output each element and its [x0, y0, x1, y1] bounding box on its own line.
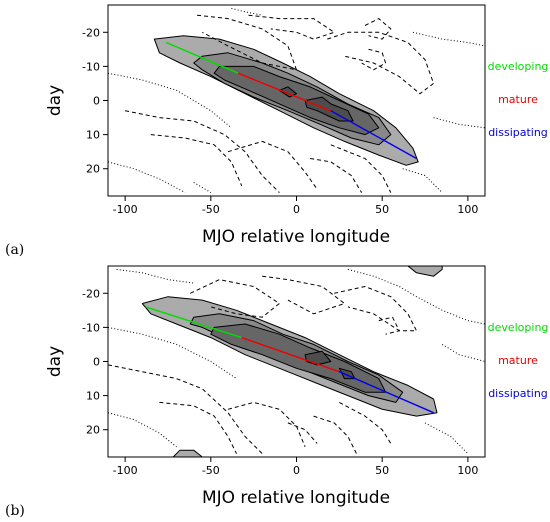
panel-a-dotted-contour-4: [433, 117, 485, 129]
panel-a-y-tick-label-20: 20: [86, 163, 100, 176]
panel-b-label: (b): [5, 503, 25, 519]
panel-a-legend: developing mature dissipating: [488, 60, 549, 139]
panel-b-legend-mature: mature: [498, 354, 538, 367]
panel-b-dashed-contour-1: [262, 275, 345, 315]
panel-a-dashed-contour-4: [364, 18, 392, 40]
panel-b-dashed-contour-5: [159, 401, 237, 454]
panel-a-dashed-contour-3: [361, 48, 387, 71]
panel-a-dotted-contour-3: [412, 31, 485, 47]
panel-b-dotted-contour-1: [108, 412, 177, 448]
panel-a-y-tick-label-10: 10: [86, 129, 100, 142]
panel-a-x-axis-label: MJO relative longitude: [202, 227, 390, 247]
panel-a-filled-contour-level-4-4: [304, 96, 354, 122]
panel-a-dashed-contour-1: [248, 14, 335, 40]
panel-b-dotted-contour-3: [347, 268, 485, 325]
panel-b-x-tick-label-0: 0: [293, 464, 300, 477]
panel-b-y-axis-label: day: [45, 346, 65, 377]
panel-a-legend-mature: mature: [498, 93, 538, 106]
panel-a-plot: [108, 7, 485, 194]
panel-a-dashed-contour-8: [310, 158, 363, 193]
panel-a-dotted-contour-1: [108, 161, 186, 194]
panel-b-y-tick-label-0: 0: [93, 356, 100, 369]
panel-b-phase-line-developing: [145, 306, 242, 339]
panel-a-phase-line-dissipating: [330, 110, 417, 160]
panel-a-dashed-contour-7: [227, 140, 318, 190]
panel-b-dashed-contour-6: [227, 401, 306, 447]
panel-a-x-tick-label-50: 50: [375, 203, 389, 216]
panel-a-legend-dissipating: dissipating: [488, 126, 548, 139]
panel-b-y-tick-label-10: 10: [86, 390, 100, 403]
panel-b-dashed-contour-4: [108, 364, 263, 454]
panel-b-plot: [108, 266, 485, 457]
panel-b-dashed-contour-2: [334, 286, 417, 332]
panel-b-filled-contour-level-1-1: [407, 266, 443, 277]
panel-a-y-axis-label: day: [45, 85, 65, 116]
panel-a-dashed-contour-2: [327, 31, 435, 95]
panel-a-dotted-contour-6: [193, 181, 212, 194]
panel-b-dashed-contour-9: [339, 401, 392, 444]
panel-b-legend-dissipating: dissipating: [488, 387, 548, 400]
panel-a-dashed-contour-9: [330, 144, 392, 193]
panel-b-filled-contour-level-1-2: [172, 449, 203, 457]
panel-a-phase-line-developing: [166, 41, 239, 74]
panel-a-x-tick-label--100: -100: [113, 203, 138, 216]
panel-a-dashed-contour-5: [125, 110, 280, 193]
panel-b-phase-line-dissipating: [339, 371, 434, 414]
panel-a-phase-line-mature: [237, 72, 332, 112]
panel-a-y-tick-label-0: 0: [93, 95, 100, 108]
panel-a-dotted-contour-5: [402, 168, 443, 193]
panel-b-y-tick-label-20: 20: [86, 424, 100, 437]
panel-a-x-tick-label-100: 100: [457, 203, 478, 216]
panel-b-dashed-contour-3: [378, 316, 400, 335]
panel-b-dotted-contour-0: [108, 326, 237, 380]
panel-a-x-tick-label-0: 0: [293, 203, 300, 216]
panel-b-dashed-contour-8: [313, 415, 357, 454]
panel-b-legend-developing: developing: [488, 321, 549, 334]
panel-b-dotted-contour-2: [116, 268, 194, 284]
panel-b-x-tick-label--100: -100: [113, 464, 138, 477]
panel-b-x-tick-label--50: -50: [202, 464, 220, 477]
panel-a-legend-developing: developing: [488, 60, 549, 73]
panel-b-dotted-contour-5: [424, 422, 469, 454]
panel-b-filled-contour-level-3-4: [210, 323, 387, 393]
panel-b-phase-line-mature: [241, 336, 340, 373]
panel-a-dashed-contour-6: [150, 134, 243, 186]
panel-a-dotted-contour-2: [231, 7, 263, 16]
panel-b-dotted-contour-4: [441, 343, 485, 362]
panel-b-x-axis-label: MJO relative longitude: [202, 488, 390, 508]
panel-b-x-tick-label-50: 50: [375, 464, 389, 477]
panel-a-y-tick-label--20: -20: [82, 26, 100, 39]
panel-a-dotted-contour-0: [108, 72, 232, 129]
panel-b-y-tick-label--20: -20: [82, 287, 100, 300]
panel-a-dashed-contour-0: [197, 14, 297, 71]
panel-b-x-tick-label-100: 100: [457, 464, 478, 477]
panel-b-y-tick-label--10: -10: [82, 321, 100, 334]
panel-b-dashed-contour-7: [287, 422, 318, 444]
panel-a-y-tick-label--10: -10: [82, 60, 100, 73]
panel-a-x-tick-label--50: -50: [202, 203, 220, 216]
panel-a-label: (a): [5, 242, 24, 258]
panel-b-legend: developing mature dissipating: [488, 321, 549, 400]
